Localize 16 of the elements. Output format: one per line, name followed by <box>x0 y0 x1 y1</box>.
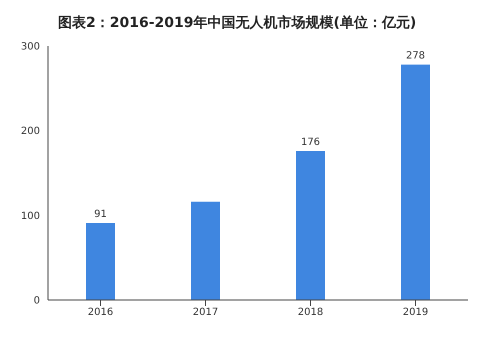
bar <box>86 222 115 300</box>
y-tick-label: 0 <box>34 296 40 307</box>
x-tick-label: 2016 <box>88 307 114 318</box>
bar <box>296 150 325 300</box>
bar <box>401 64 430 300</box>
data-label: 176 <box>300 136 320 148</box>
chart-title: 图表2：2016-2019年中国无人机市场规模(单位：亿元) <box>57 14 418 33</box>
x-tick-label: 2019 <box>402 307 428 318</box>
x-tick-label: 2017 <box>192 307 218 318</box>
y-tick-label: 100 <box>20 210 40 222</box>
data-label: 91 <box>94 208 107 220</box>
bar <box>191 202 220 300</box>
y-tick-label: 300 <box>20 42 40 53</box>
x-tick-label: 2018 <box>298 307 324 318</box>
data-label: 278 <box>406 50 426 62</box>
y-tick-label: 200 <box>20 126 40 138</box>
